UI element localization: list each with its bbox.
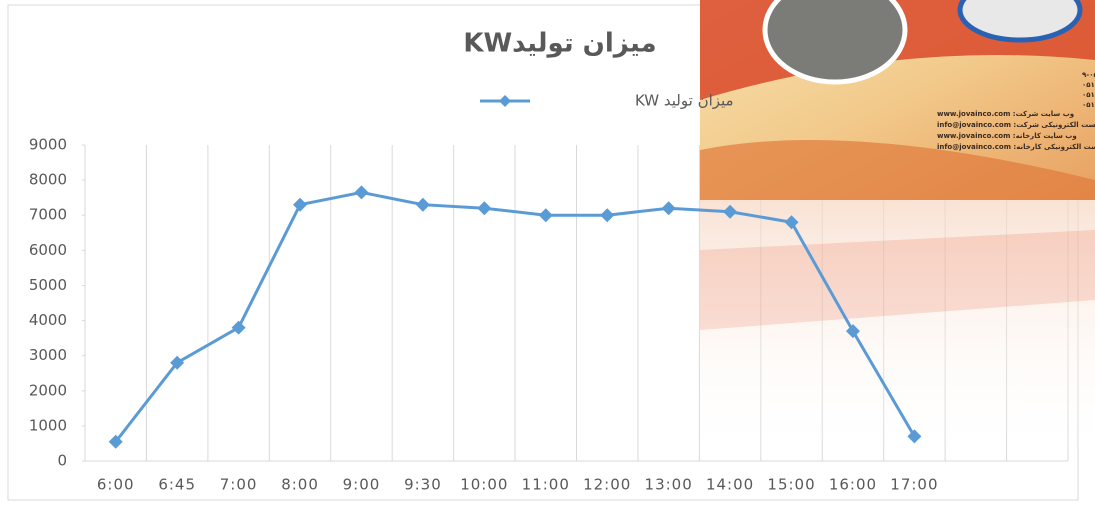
overlay-line: وب سایت شرکت: www.jovainco.com bbox=[937, 110, 1074, 118]
x-tick-label: 7:00 bbox=[220, 476, 258, 494]
y-tick-label: 8000 bbox=[29, 171, 67, 189]
legend-label: میزان تولید KW bbox=[635, 92, 734, 110]
x-tick-label: 8:00 bbox=[281, 476, 319, 494]
y-tick-label: 0 bbox=[57, 452, 67, 470]
y-tick-label: 2000 bbox=[29, 381, 67, 399]
chart-title: میزان تولیدKW bbox=[463, 29, 656, 59]
x-tick-label: 6:00 bbox=[97, 476, 135, 494]
overlay-line: تلفن شرکت: ۰۵۱۴۵۲۹۳۲۰۱-۹ bbox=[1082, 71, 1095, 79]
y-tick-label: 6000 bbox=[29, 241, 67, 259]
x-tick-label: 11:00 bbox=[522, 476, 570, 494]
y-tick-label: 7000 bbox=[29, 206, 67, 224]
y-tick-label: 5000 bbox=[29, 276, 67, 294]
x-tick-label: 9:00 bbox=[343, 476, 381, 494]
x-tick-label: 14:00 bbox=[706, 476, 754, 494]
x-tick-label: 9:30 bbox=[404, 476, 442, 494]
overlay-line: فکس کارخانه: ۰۵۱۴۵۵۲۳۳۰۰ bbox=[1082, 101, 1095, 109]
overlay-line: پست الکترونیکی کارخانه: info@jovainco.co… bbox=[937, 143, 1095, 151]
x-tick-label: 17:00 bbox=[890, 476, 938, 494]
x-tick-label: 6:45 bbox=[158, 476, 196, 494]
y-tick-label: 1000 bbox=[29, 416, 67, 434]
chart: میزان تولیدKW تلفن شرکت: ۰۵۱۴۵۲۹۳۲۰۱-۹ فک… bbox=[0, 0, 1095, 508]
x-tick-label: 16:00 bbox=[829, 476, 877, 494]
x-tick-label: 15:00 bbox=[767, 476, 815, 494]
y-tick-label: 3000 bbox=[29, 346, 67, 364]
x-tick-label: 12:00 bbox=[583, 476, 631, 494]
x-tick-label: 13:00 bbox=[645, 476, 693, 494]
overlay-line: وب سایت کارخانه: www.jovainco.com bbox=[937, 132, 1077, 140]
x-tick-label: 10:00 bbox=[460, 476, 508, 494]
y-tick-label: 9000 bbox=[29, 136, 67, 154]
overlay-line: فکس شرکت: ۰۵۱۴۵۲۹۳۲۵۴ bbox=[1082, 81, 1095, 89]
overlay-line: تلفن کارخانه: ۰۵۱۴۵۲۹۳۵۲۸ bbox=[1082, 91, 1095, 99]
y-tick-label: 4000 bbox=[29, 311, 67, 329]
overlay-line: پست الکترونیکی شرکت: info@jovainco.com bbox=[937, 121, 1095, 129]
overlay-image bbox=[700, 0, 1095, 462]
